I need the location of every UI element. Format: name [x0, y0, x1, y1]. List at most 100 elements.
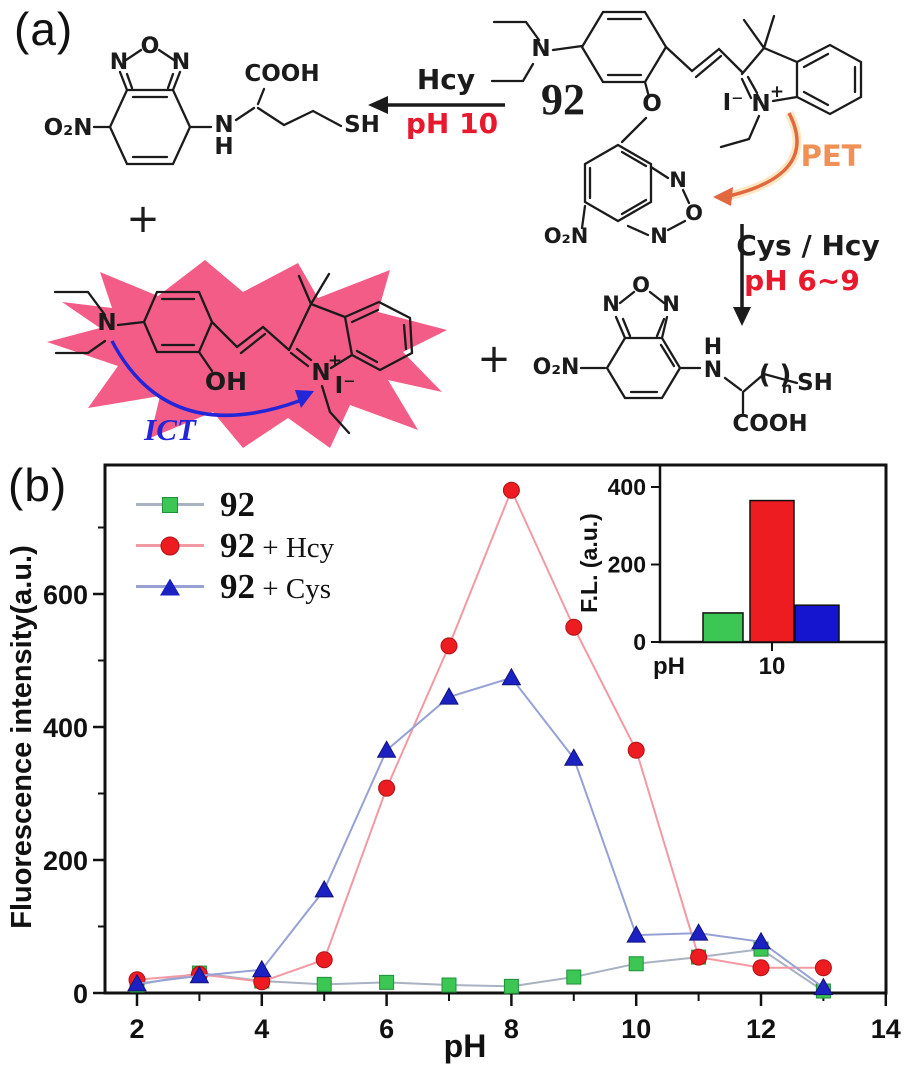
legend-line-92-cys	[136, 578, 204, 595]
inset-y-tick-label-0: 0	[633, 629, 646, 655]
inset-bar-chart: 0 200 400 10 pH F.L. (a.u.)	[576, 465, 886, 680]
compound-92-skeleton	[490, 10, 863, 237]
label-furazan2-N-top: N	[669, 168, 687, 192]
data-point-92-cys-ph10	[626, 925, 647, 943]
legend-item-92-cys: 92 + Cys	[136, 567, 334, 606]
legend-line-92-hcy	[136, 536, 204, 555]
inset-y-axis-title: F.L. (a.u.)	[576, 513, 602, 613]
data-point-92-ph7	[441, 977, 457, 993]
series-line-92	[136, 948, 824, 992]
pet-arrowhead	[713, 187, 733, 206]
label-cooh2: COOH	[732, 411, 807, 437]
legend-line-92	[136, 496, 204, 513]
label-compound-92: 92	[541, 75, 585, 124]
legend-label-92-hcy-bold: 92	[220, 525, 255, 565]
data-point-92-ph10	[628, 956, 644, 972]
label-ether-O: O	[642, 91, 662, 117]
label-phenol-OH: OH	[205, 367, 247, 396]
x-tick-label-10: 10	[621, 1014, 651, 1044]
legend-circle-marker-icon	[160, 536, 180, 555]
x-axis-title: pH	[444, 1028, 487, 1064]
label-iodide-1: I⁻	[723, 90, 744, 116]
inset-bar-92-hcy	[749, 499, 795, 643]
label-chain-paren: ( )	[759, 360, 792, 390]
label-rxn1-reagent: Hcy	[417, 63, 475, 96]
data-point-92-cys-ph8	[501, 667, 522, 686]
data-point-92-cys-ph2	[127, 973, 147, 992]
cys-reaction-arrowhead	[733, 307, 751, 326]
data-point-92-hcy-ph5	[315, 951, 333, 969]
data-point-92-hcy-ph11	[690, 948, 708, 966]
legend-label-92-cys: 92 + Cys	[220, 567, 331, 607]
x-tick-label-14: 14	[871, 1014, 901, 1044]
series-line-92-hcy	[136, 487, 824, 983]
label-nitro3: O₂N	[533, 355, 580, 380]
x-tick-label-6: 6	[379, 1014, 394, 1044]
x-tick-label-4: 4	[254, 1014, 269, 1044]
legend-label-92-cys-rest: + Cys	[255, 572, 331, 605]
data-point-92-cys-ph9	[563, 748, 584, 766]
panel-b-label: (b)	[8, 459, 68, 511]
label-nitro1: O₂N	[44, 115, 93, 141]
y-tick-label-0: 0	[73, 979, 88, 1009]
legend-label-92-bold: 92	[220, 484, 255, 524]
fluorophore-skeleton	[53, 272, 414, 435]
data-point-92-ph8	[503, 978, 519, 994]
chart-legend: 92 92 + Hcy 92 + Cys	[136, 485, 334, 606]
label-plus-right: +	[477, 336, 511, 382]
label-indolium2-N: N	[311, 360, 330, 386]
data-point-92-hcy-ph12	[752, 959, 770, 977]
ict-arrowhead	[295, 390, 314, 408]
label-indolium2-plus: +	[328, 351, 342, 371]
data-point-92-cys-ph6	[376, 740, 397, 758]
label-furazan2-N-bottom: N	[650, 224, 668, 248]
hcy-reaction-arrowhead	[368, 96, 388, 114]
label-iodide-2: I⁻	[335, 373, 356, 399]
label-furazan1-N-left: N	[110, 50, 128, 75]
label-amine2-H: H	[704, 335, 722, 360]
label-sh2: SH	[797, 370, 833, 396]
label-indolium-N: N	[751, 91, 770, 117]
x-tick-label-8: 8	[504, 1014, 519, 1044]
data-point-92-cys-ph12	[751, 931, 771, 950]
label-furazan1-O: O	[141, 34, 160, 59]
data-point-92-cys-ph11	[688, 923, 709, 941]
label-furazan1-N-right: N	[172, 50, 190, 75]
label-furazan3-N-right: N	[662, 292, 680, 316]
label-furazan3-N-left: N	[602, 292, 620, 316]
label-chain-n: n	[782, 379, 793, 397]
data-point-92-cys-ph13	[813, 977, 834, 996]
label-pet-label: PET	[801, 139, 862, 173]
label-indolium-plus: +	[770, 82, 784, 102]
y-tick-label-200: 200	[43, 846, 88, 876]
data-point-92-cys-ph3	[189, 965, 210, 984]
label-furazan2-O: O	[685, 201, 703, 225]
x-tick-label-2: 2	[129, 1014, 144, 1044]
legend-item-92-hcy: 92 + Hcy	[136, 526, 334, 565]
data-point-92-hcy-ph6	[378, 779, 396, 797]
label-rxn2-cond: pH 6~9	[744, 264, 860, 297]
label-et2n2-N: N	[97, 310, 116, 336]
data-point-92-hcy-ph9	[565, 618, 583, 636]
data-point-92-ph6	[379, 974, 395, 990]
label-et2n-N: N	[531, 36, 550, 62]
label-amine1-H: H	[214, 134, 233, 160]
legend-square-marker-icon	[162, 496, 178, 513]
legend-label-92-hcy-rest: + Hcy	[255, 531, 335, 564]
legend-label-92-cys-bold: 92	[220, 566, 255, 606]
inset-x-axis-title: pH	[653, 653, 685, 680]
y-tick-label-600: 600	[43, 580, 88, 610]
main-chart-frame	[103, 463, 888, 995]
data-point-92-cys-ph4	[251, 959, 272, 978]
fluorescence-chart: 0 200 400 600 2 4 6 8 10 12 14 pH Fluorescence inten…	[6, 463, 901, 1064]
legend-label-92: 92	[220, 485, 255, 525]
legend-item-92: 92	[136, 485, 334, 524]
starburst-highlight	[47, 260, 447, 448]
legend-label-92-hcy: 92 + Hcy	[220, 526, 334, 566]
data-point-92-hcy-ph10	[627, 741, 645, 759]
x-tick-label-12: 12	[746, 1014, 776, 1044]
panel-a-label: (a)	[14, 3, 74, 55]
label-furazan3-O: O	[632, 273, 650, 297]
y-axis-title: Fluorescence intensity(a.u.)	[6, 545, 38, 929]
